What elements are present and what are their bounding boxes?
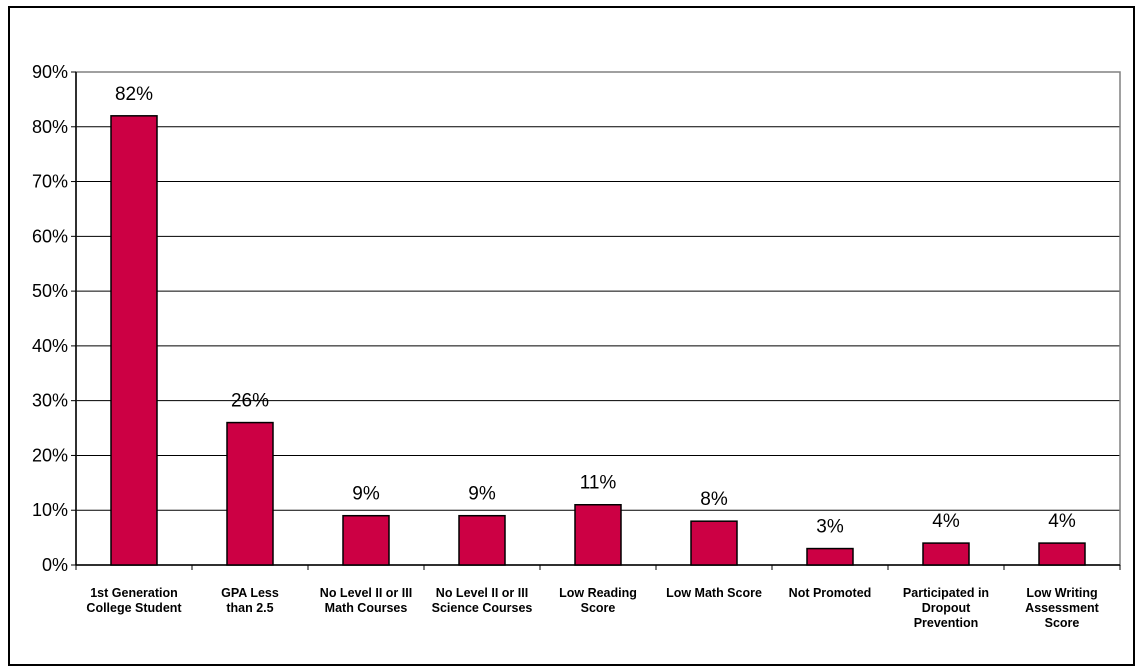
x-tick-label: No Level II or III <box>320 586 412 600</box>
y-tick-label: 0% <box>42 555 68 575</box>
y-axis: 0% 10% 20% 30% 40% 50% 60% 70% 80% 90% <box>32 62 1121 575</box>
data-labels: 82% 26% 9% 9% 11% 8% 3% 4% 4% <box>115 84 1076 538</box>
bar <box>922 542 970 566</box>
x-tick-label: College Student <box>86 601 182 615</box>
x-tick-label: Assessment <box>1025 601 1099 615</box>
y-tick-label: 50% <box>32 281 68 301</box>
bar <box>690 520 738 566</box>
x-tick-label: Math Courses <box>325 601 408 615</box>
data-label: 82% <box>115 84 153 105</box>
x-tick-label: Science Courses <box>432 601 533 615</box>
x-tick-label: Not Promoted <box>789 586 872 600</box>
x-tick-label: GPA Less <box>221 586 279 600</box>
data-label: 26% <box>231 391 269 412</box>
x-tick-label: Low Math Score <box>666 586 762 600</box>
data-label: 9% <box>352 484 380 505</box>
y-tick-label: 30% <box>32 391 68 411</box>
x-tick-label: Participated in <box>903 586 989 600</box>
data-label: 9% <box>468 484 496 505</box>
x-tick-label: No Level II or III <box>436 586 528 600</box>
x-tick-label: Dropout <box>922 601 971 615</box>
x-tick-label: Prevention <box>914 616 979 630</box>
bar <box>574 503 622 566</box>
y-tick-label: 80% <box>32 117 68 137</box>
data-label: 4% <box>932 511 960 532</box>
bar <box>342 514 390 566</box>
x-tick-label: than 2.5 <box>226 601 273 615</box>
x-tick-label: Low Writing <box>1026 586 1097 600</box>
bar <box>806 547 854 566</box>
x-tick-label: Low Reading <box>559 586 637 600</box>
y-tick-label: 70% <box>32 172 68 192</box>
bar <box>458 514 506 566</box>
data-label: 11% <box>580 473 617 494</box>
y-tick-label: 20% <box>32 445 68 465</box>
bar <box>1038 542 1086 566</box>
bars <box>110 115 1086 566</box>
data-label: 4% <box>1048 511 1076 532</box>
bar <box>110 115 158 566</box>
bar <box>226 421 274 566</box>
y-tick-label: 10% <box>32 500 68 520</box>
data-label: 8% <box>700 489 728 510</box>
data-label: 3% <box>816 517 844 538</box>
x-tick-label: 1st Generation <box>90 586 178 600</box>
y-tick-label: 90% <box>32 62 68 82</box>
y-tick-label: 40% <box>32 336 68 356</box>
y-tick-label: 60% <box>32 226 68 246</box>
x-tick-label: Score <box>581 601 616 615</box>
x-tick-label: Score <box>1045 616 1080 630</box>
